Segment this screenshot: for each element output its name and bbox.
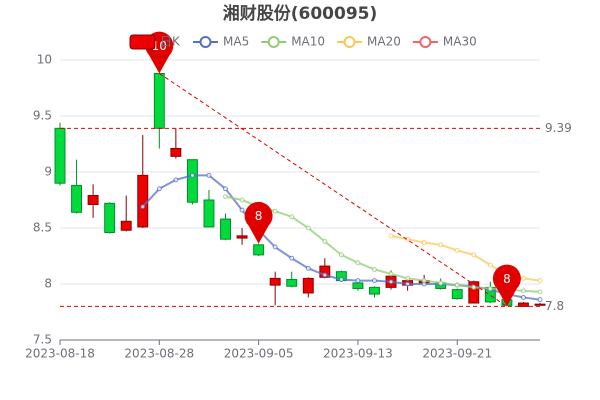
candle-body — [352, 282, 364, 289]
ma-point — [355, 278, 361, 284]
candle-body — [302, 277, 314, 294]
mark-line-label: 7.8 — [545, 299, 564, 313]
ma-point — [388, 233, 394, 239]
ma-point — [305, 265, 311, 271]
legend-label: MA5 — [223, 35, 249, 49]
ma-point — [487, 285, 493, 291]
ma-point — [405, 275, 411, 281]
mark-pin — [244, 201, 273, 244]
x-tick-label: 2023-08-18 — [25, 347, 95, 361]
candle-body — [104, 202, 116, 233]
mark-pin-label: 8 — [255, 209, 263, 223]
ma-point — [520, 294, 526, 300]
ma-point — [289, 214, 295, 220]
candle-body — [369, 286, 380, 295]
mark-pin — [492, 264, 521, 307]
ma-point — [388, 271, 394, 277]
candle-body — [170, 147, 182, 157]
candle-body — [54, 127, 66, 184]
ma-point — [140, 204, 146, 210]
ma-point — [471, 252, 477, 258]
candle-body — [71, 184, 83, 213]
ma-point — [520, 275, 526, 281]
x-tick-label: 2023-08-28 — [124, 347, 194, 361]
trend-line — [159, 73, 508, 307]
candle-body — [220, 218, 231, 240]
legend-icon — [129, 34, 156, 50]
mark-line-label: 9.39 — [545, 121, 572, 135]
y-tick-label: 10 — [37, 53, 52, 67]
ma-point — [454, 282, 460, 288]
legend-label: 日K — [160, 35, 181, 49]
candle-body — [286, 279, 298, 287]
ma-point — [338, 252, 344, 258]
x-tick-label: 2023-09-21 — [422, 347, 492, 361]
y-tick-label: 9 — [44, 165, 52, 179]
ma-point — [405, 281, 411, 287]
ma-point — [272, 244, 278, 250]
candle-body — [534, 303, 546, 306]
y-tick-label: 7.5 — [33, 333, 52, 347]
ma-point — [405, 236, 411, 242]
legend-label: MA20 — [367, 35, 401, 49]
x-tick-label: 2023-09-13 — [323, 347, 393, 361]
ma-point — [305, 225, 311, 231]
candle-body — [87, 195, 99, 205]
ma-point — [239, 207, 245, 213]
ma-point — [537, 289, 543, 295]
ma-point — [438, 242, 444, 248]
ma-point — [355, 260, 361, 266]
y-tick-label: 8.5 — [33, 221, 52, 235]
candle-body — [153, 72, 165, 129]
ma-point — [421, 240, 427, 246]
ma-point — [289, 255, 295, 261]
ma-point — [206, 172, 212, 178]
ma-point — [223, 194, 229, 200]
ma-point — [471, 284, 477, 290]
candle-body — [186, 159, 198, 203]
ma-point — [537, 278, 543, 284]
ma-point — [156, 186, 162, 192]
candle-body — [120, 220, 132, 231]
ma-point — [371, 278, 377, 284]
legend-label: MA10 — [291, 35, 325, 49]
legend-icon — [343, 36, 356, 48]
chart-title: 湘财股份(600095) — [223, 3, 378, 24]
ma-point — [388, 279, 394, 285]
candle-body — [253, 244, 265, 256]
ma-point — [371, 266, 377, 272]
candle-body — [468, 281, 480, 304]
ma-point — [537, 297, 543, 303]
legend-icon — [419, 36, 432, 48]
legend-label: MA30 — [443, 35, 477, 49]
legend-icon — [267, 36, 280, 48]
candle-body — [269, 277, 281, 286]
ma-point — [338, 277, 344, 283]
candle-body — [517, 302, 529, 307]
candle-body — [137, 174, 149, 228]
mark-pin-label: 8 — [503, 272, 511, 286]
ma-point — [421, 278, 427, 284]
candle-body — [203, 199, 215, 228]
ma-point — [223, 186, 229, 192]
x-tick-label: 2023-09-05 — [224, 347, 294, 361]
legend-icon — [199, 36, 212, 48]
ma-point — [520, 288, 526, 294]
ma-point — [272, 208, 278, 214]
ma-point — [322, 272, 328, 278]
ma-point — [239, 197, 245, 203]
ma-point — [173, 177, 179, 183]
ma-point — [322, 238, 328, 244]
ma-point — [189, 172, 195, 178]
ma-point — [487, 262, 493, 268]
y-tick-label: 8 — [44, 277, 52, 291]
ma-line — [225, 195, 541, 293]
candle-body — [451, 289, 463, 300]
ma-point — [438, 280, 444, 286]
candle-body — [236, 235, 248, 239]
ma-point — [454, 247, 460, 253]
y-tick-label: 9.5 — [33, 109, 52, 123]
